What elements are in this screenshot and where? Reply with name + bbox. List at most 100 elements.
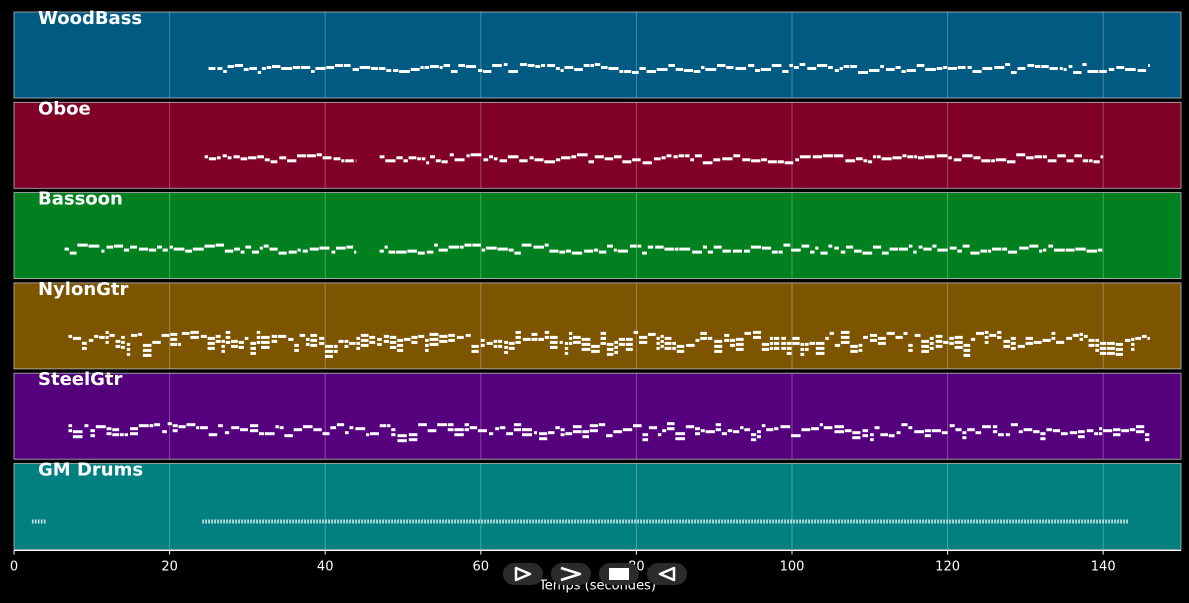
note <box>302 425 313 429</box>
note <box>568 341 573 345</box>
note <box>784 519 786 524</box>
note <box>780 425 791 429</box>
note <box>389 335 397 339</box>
note <box>766 519 768 524</box>
note <box>305 342 310 346</box>
note <box>129 427 138 431</box>
note <box>105 330 109 334</box>
note <box>751 159 761 163</box>
note <box>215 339 221 343</box>
note <box>633 330 639 334</box>
note <box>963 353 971 357</box>
note <box>448 245 460 249</box>
note <box>521 428 532 432</box>
note <box>328 519 330 524</box>
note <box>1003 339 1011 343</box>
note <box>772 519 774 524</box>
note <box>565 249 572 253</box>
note <box>868 519 870 524</box>
note <box>407 249 417 253</box>
note <box>748 519 750 524</box>
note <box>840 340 850 344</box>
note <box>508 70 518 73</box>
note <box>31 519 34 524</box>
note <box>411 340 418 344</box>
note <box>730 343 736 347</box>
note <box>952 519 954 524</box>
note <box>343 519 345 524</box>
rewind-button[interactable] <box>647 563 687 585</box>
note <box>1111 519 1113 524</box>
note <box>517 519 519 524</box>
note <box>733 430 740 434</box>
note <box>1016 153 1026 157</box>
note <box>931 429 942 433</box>
note <box>807 67 817 70</box>
note <box>306 154 316 158</box>
note <box>761 424 766 428</box>
play-button[interactable] <box>503 563 543 585</box>
track-label: SteelGtr <box>38 369 123 390</box>
note <box>908 348 913 352</box>
note <box>855 157 863 161</box>
note <box>1025 341 1033 345</box>
note <box>694 519 696 524</box>
note <box>954 335 963 339</box>
note <box>717 64 726 67</box>
note <box>815 246 819 250</box>
note <box>648 332 656 336</box>
note <box>1093 519 1095 524</box>
note <box>583 519 585 524</box>
stop-button[interactable] <box>599 563 639 585</box>
note <box>277 519 279 524</box>
note <box>863 159 868 163</box>
note <box>700 429 705 433</box>
note <box>424 348 429 352</box>
note <box>547 431 555 435</box>
note <box>162 248 168 252</box>
note <box>1045 519 1047 524</box>
note <box>685 154 690 158</box>
note <box>369 335 376 339</box>
note <box>661 519 663 524</box>
note <box>185 249 193 253</box>
note <box>226 519 228 524</box>
note <box>735 67 747 70</box>
note <box>672 341 676 345</box>
note <box>1099 519 1101 524</box>
note <box>424 66 430 69</box>
note <box>724 338 730 342</box>
note <box>316 153 322 157</box>
note <box>1005 63 1011 66</box>
note <box>1129 428 1136 432</box>
note <box>964 519 966 524</box>
note <box>880 519 882 524</box>
note <box>637 519 639 524</box>
note <box>919 519 921 524</box>
note <box>469 519 471 524</box>
note <box>705 68 717 71</box>
note <box>853 249 862 253</box>
note <box>204 244 215 248</box>
note <box>834 69 839 72</box>
note <box>586 519 588 524</box>
forward-button[interactable] <box>551 563 591 585</box>
note <box>319 246 330 250</box>
chevron-right-icon <box>560 566 582 582</box>
note <box>784 161 794 165</box>
note <box>257 155 264 159</box>
note <box>1012 519 1014 524</box>
note <box>460 245 464 249</box>
note <box>559 250 566 254</box>
x-tick-label: 40 <box>317 560 334 575</box>
note <box>266 66 272 69</box>
note <box>522 337 531 341</box>
note <box>963 343 971 347</box>
note <box>992 425 998 429</box>
note <box>574 519 576 524</box>
note <box>604 519 606 524</box>
note <box>497 247 508 251</box>
note <box>840 335 850 339</box>
note <box>701 66 705 69</box>
note <box>258 432 264 436</box>
